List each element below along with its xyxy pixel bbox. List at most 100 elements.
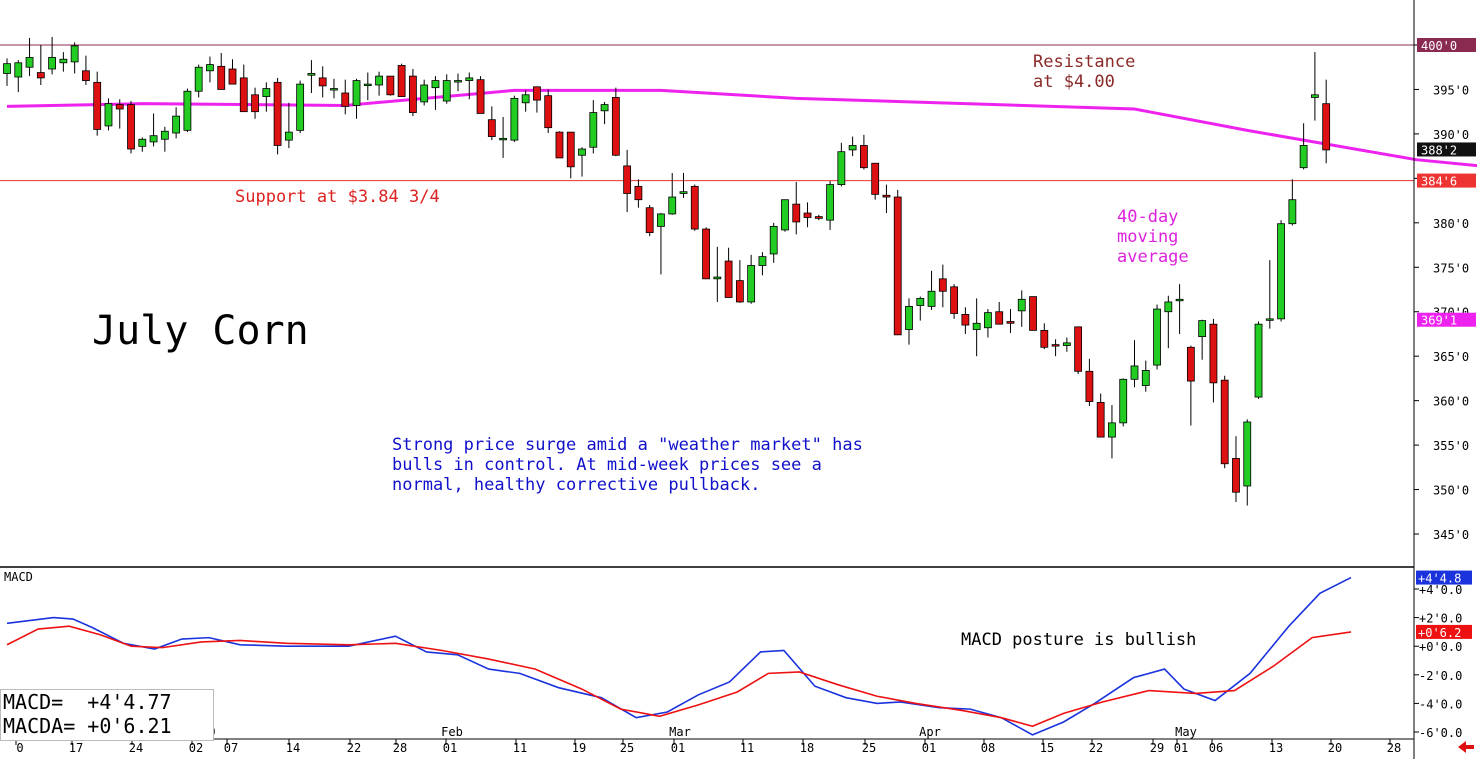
candle-body — [1311, 94, 1319, 98]
candle-body — [735, 280, 744, 303]
macd-tick-label: +4'0.0 — [1419, 583, 1462, 597]
candle — [1288, 179, 1297, 226]
candle — [1243, 419, 1252, 506]
x-tick-label: 22 — [1089, 741, 1103, 755]
candle-body — [82, 70, 90, 81]
candle — [48, 36, 56, 75]
x-tick-label: 01 — [922, 741, 936, 755]
resistance-tag-label: 400'0 — [1421, 39, 1457, 53]
candle — [239, 64, 248, 113]
candle — [1175, 284, 1184, 334]
candle — [318, 66, 327, 98]
x-tick-label: 01 — [1174, 741, 1188, 755]
candle — [938, 264, 947, 308]
candle-body — [1232, 458, 1240, 493]
x-tick-label: 11 — [740, 741, 754, 755]
price-tick-label: 375'0 — [1433, 261, 1469, 275]
candle-body — [1119, 378, 1128, 424]
macd-readout-value: MACD= +4'4.77 — [3, 690, 172, 714]
month-label: Feb — [441, 725, 463, 739]
candle-body — [1074, 326, 1083, 372]
candle-body — [363, 83, 372, 87]
candle — [1119, 378, 1128, 427]
candle — [533, 86, 541, 113]
candle — [1096, 393, 1105, 438]
candle-body — [1209, 323, 1218, 384]
resistance-line1: Resistance — [1033, 52, 1136, 72]
candle — [769, 222, 778, 263]
candle-body — [1062, 342, 1071, 346]
x-tick-label: 18 — [800, 741, 814, 755]
macd-tick-label: -4'0.0 — [1419, 697, 1462, 711]
candle-body — [48, 57, 56, 70]
candle — [1209, 318, 1218, 403]
candle — [487, 106, 496, 141]
candle-body — [1186, 346, 1195, 382]
candle — [138, 137, 147, 152]
candle-body — [318, 77, 327, 87]
candle — [1108, 405, 1116, 459]
candle — [657, 213, 665, 275]
candle — [115, 99, 124, 129]
price-tick-label: 360'0 — [1433, 395, 1469, 409]
x-tick-label: 06 — [1209, 741, 1223, 755]
candle-body — [228, 68, 237, 85]
x-tick-label: 14 — [286, 741, 300, 755]
moving-average-tag — [1417, 312, 1476, 327]
candle — [476, 76, 485, 114]
candle — [375, 71, 383, 96]
candle-body — [273, 81, 282, 146]
candle — [104, 98, 113, 131]
candle-body — [14, 62, 23, 78]
x-tick-label: 29 — [1150, 741, 1164, 755]
macd-tick-label: -2'0.0 — [1419, 669, 1462, 683]
candle — [1232, 436, 1240, 502]
candle — [228, 59, 237, 85]
candle-body — [1220, 379, 1229, 465]
candle — [916, 296, 925, 321]
month-label: Mar — [669, 725, 691, 739]
candle-body — [3, 63, 11, 74]
candle — [363, 72, 372, 101]
last-price-tag-label: 388'2 — [1421, 143, 1457, 157]
candle-body — [262, 88, 271, 97]
month-label: Apr — [919, 725, 941, 739]
candle — [747, 254, 756, 304]
candle — [262, 82, 271, 112]
candle — [194, 64, 203, 98]
candle-body — [1288, 199, 1297, 225]
candle — [972, 298, 981, 357]
candle — [758, 252, 767, 276]
resistance-label: Resistance at $4.00 — [1033, 52, 1135, 92]
candle-body — [408, 75, 417, 113]
candle-body — [1299, 145, 1308, 169]
candle-body — [25, 57, 34, 68]
x-tick-label: 24 — [129, 741, 143, 755]
candle — [183, 88, 192, 133]
price-tick-label: 390'0 — [1433, 128, 1469, 142]
candle — [420, 79, 429, 106]
candle — [950, 284, 958, 319]
candle — [217, 53, 226, 90]
candle — [341, 79, 350, 115]
candle-body — [1322, 103, 1331, 151]
candle — [1186, 345, 1195, 426]
candle — [70, 42, 79, 74]
candle-body — [623, 165, 632, 194]
candle — [1085, 358, 1094, 406]
ma-line1: 40-day — [1117, 207, 1179, 227]
price-panel — [0, 36, 1477, 506]
candle — [1074, 326, 1083, 374]
candle-body — [454, 80, 462, 83]
candle — [431, 76, 440, 110]
candle-body — [296, 83, 305, 131]
candle-body — [1096, 402, 1105, 438]
candle — [521, 90, 530, 112]
candle — [25, 37, 34, 77]
macd-readout: MACD= +4'4.77 MACDA= +0'6.21 — [0, 689, 214, 741]
last-price-tag — [1417, 142, 1476, 157]
moving-average-tag-label: 369'1 — [1421, 314, 1457, 328]
candle-body — [1243, 421, 1252, 487]
candle — [352, 78, 361, 119]
